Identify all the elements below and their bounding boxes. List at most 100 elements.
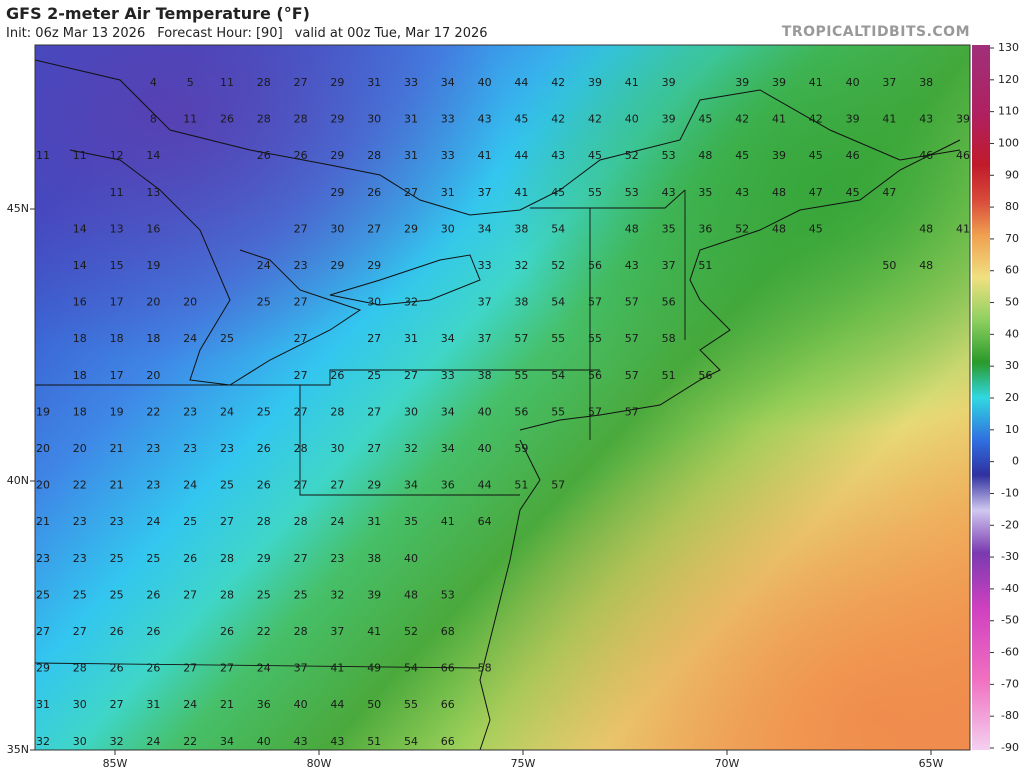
temperature-value: 23	[183, 442, 197, 455]
temperature-value: 25	[146, 552, 160, 565]
temperature-value: 53	[662, 149, 676, 162]
temperature-value: 42	[588, 113, 602, 126]
temperature-value: 31	[404, 332, 418, 345]
temperature-value: 33	[441, 113, 455, 126]
temperature-value: 24	[183, 479, 197, 492]
lon-label: 70W	[715, 757, 740, 770]
temperature-value: 45	[846, 186, 860, 199]
temperature-value: 43	[735, 186, 749, 199]
temperature-value: 30	[73, 735, 87, 748]
temperature-value: 40	[846, 76, 860, 89]
temperature-value: 55	[551, 332, 565, 345]
temperature-value: 27	[367, 442, 381, 455]
temperature-value: 42	[551, 76, 565, 89]
temperature-value: 20	[146, 369, 160, 382]
temperature-value: 25	[220, 332, 234, 345]
temperature-value: 43	[478, 113, 492, 126]
lon-label: 85W	[103, 757, 128, 770]
temperature-value: 29	[257, 552, 271, 565]
temperature-value: 24	[146, 515, 160, 528]
temperature-value: 26	[330, 369, 344, 382]
temperature-value: 48	[698, 149, 712, 162]
temperature-value: 36	[441, 479, 455, 492]
temperature-value: 41	[367, 625, 381, 638]
temperature-value: 53	[441, 588, 455, 601]
temperature-value: 45	[809, 149, 823, 162]
temperature-value: 24	[257, 259, 271, 272]
temperature-value: 22	[183, 735, 197, 748]
temperature-value: 34	[441, 405, 455, 418]
temperature-value: 23	[183, 405, 197, 418]
temperature-value: 4	[150, 76, 157, 89]
temperature-value: 40	[257, 735, 271, 748]
temperature-value: 27	[330, 479, 344, 492]
temperature-value: 17	[110, 369, 124, 382]
temperature-value: 57	[588, 296, 602, 309]
temperature-value: 30	[367, 296, 381, 309]
temperature-value: 27	[294, 332, 308, 345]
temperature-value: 37	[294, 662, 308, 675]
temperature-value: 57	[625, 369, 639, 382]
temperature-value: 21	[36, 515, 50, 528]
temperature-value: 27	[404, 186, 418, 199]
temperature-value: 52	[551, 259, 565, 272]
temperature-value: 28	[294, 113, 308, 126]
temperature-value: 56	[698, 369, 712, 382]
temperature-value: 31	[36, 698, 50, 711]
temperature-value: 24	[330, 515, 344, 528]
temperature-value: 30	[367, 113, 381, 126]
temperature-value: 51	[367, 735, 381, 748]
colorbar	[972, 45, 990, 750]
temperature-value: 53	[625, 186, 639, 199]
temperature-value: 34	[220, 735, 234, 748]
temperature-value: 18	[73, 369, 87, 382]
temperature-value: 17	[110, 296, 124, 309]
temperature-value: 32	[404, 296, 418, 309]
lon-label: 75W	[511, 757, 536, 770]
temperature-value: 46	[956, 149, 970, 162]
colorbar-label: 70	[1005, 232, 1019, 245]
temperature-value: 32	[514, 259, 528, 272]
temperature-value: 14	[73, 222, 87, 235]
lon-label: 65W	[919, 757, 944, 770]
temperature-value: 52	[735, 222, 749, 235]
temperature-value: 25	[257, 405, 271, 418]
temperature-value: 29	[367, 479, 381, 492]
temperature-value: 34	[441, 442, 455, 455]
colorbar-label: -60	[1001, 646, 1019, 659]
temperature-value: 18	[110, 332, 124, 345]
map-title: GFS 2-meter Air Temperature (°F)	[6, 4, 310, 23]
temperature-value: 23	[220, 442, 234, 455]
credit: TROPICALTIDBITS.COM	[781, 24, 970, 40]
temperature-value: 26	[257, 442, 271, 455]
temperature-value: 39	[662, 113, 676, 126]
temperature-value: 23	[36, 552, 50, 565]
temperature-value: 55	[588, 332, 602, 345]
temperature-value: 45	[551, 186, 565, 199]
temperature-value: 49	[367, 662, 381, 675]
temperature-value: 51	[662, 369, 676, 382]
temperature-value: 26	[146, 662, 160, 675]
temperature-value: 24	[183, 332, 197, 345]
temperature-value: 54	[404, 662, 418, 675]
temperature-value: 26	[220, 625, 234, 638]
temperature-value: 41	[330, 662, 344, 675]
colorbar-label: 30	[1005, 359, 1019, 372]
temperature-value: 27	[294, 222, 308, 235]
temperature-value: 23	[73, 515, 87, 528]
temperature-value: 41	[809, 76, 823, 89]
temperature-value: 27	[367, 222, 381, 235]
temperature-value: 28	[73, 662, 87, 675]
colorbar-label: 60	[1005, 264, 1019, 277]
temperature-value: 40	[478, 76, 492, 89]
temperature-value: 47	[809, 186, 823, 199]
temperature-value: 21	[110, 442, 124, 455]
temperature-value: 26	[146, 625, 160, 638]
temperature-value: 30	[73, 698, 87, 711]
temperature-value: 57	[625, 332, 639, 345]
temperature-value: 57	[588, 405, 602, 418]
temperature-value: 31	[441, 186, 455, 199]
temperature-value: 55	[588, 186, 602, 199]
temperature-value: 43	[294, 735, 308, 748]
temperature-value: 26	[294, 149, 308, 162]
